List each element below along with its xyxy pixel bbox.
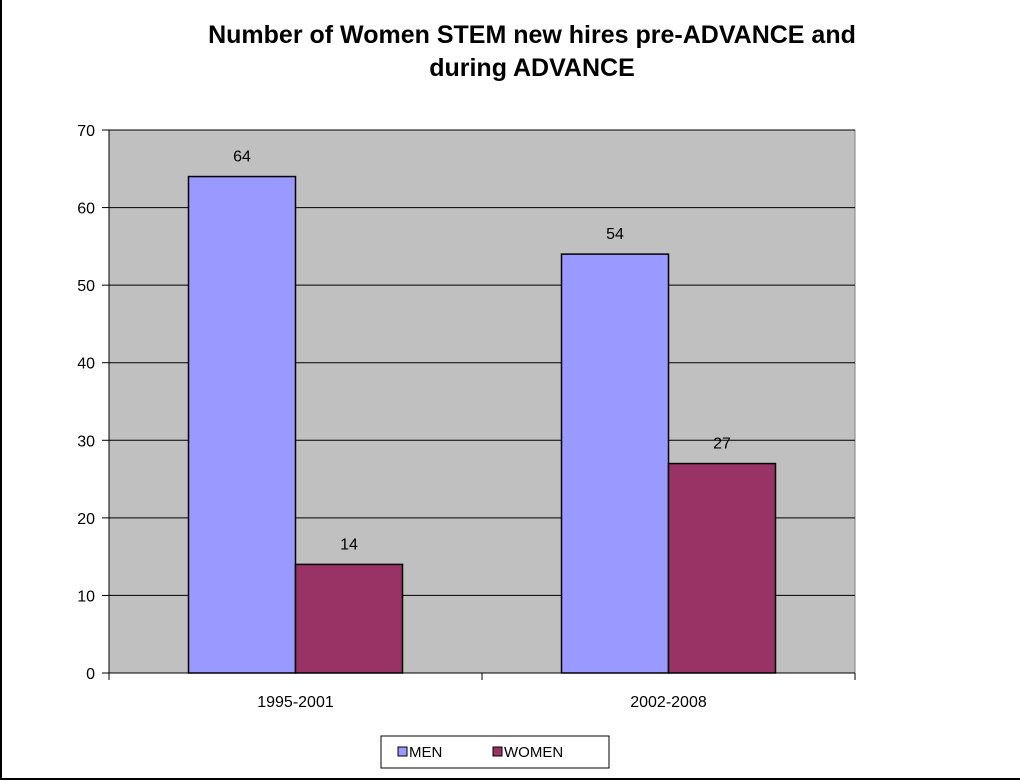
- x-tick-label: 1995-2001: [257, 694, 334, 711]
- legend-label-women: WOMEN: [504, 744, 563, 761]
- x-tick-label: 2002-2008: [630, 694, 707, 711]
- data-label: 64: [233, 149, 251, 166]
- plot-area: 0 10 20 30 40 50 60 70 64 14 1995-2001 54 27 2002-200…: [77, 123, 856, 711]
- legend-label-men: MEN: [409, 744, 442, 761]
- bar-men-2002-2008: [560, 253, 670, 674]
- bar-women-1995-2001: [294, 563, 404, 674]
- bar-women-2002-2008: [667, 462, 777, 674]
- legend-swatch-women: [492, 746, 503, 757]
- bar-men-1995-2001: [187, 175, 297, 674]
- y-tick-label: 20: [77, 511, 95, 528]
- legend: MEN WOMEN: [380, 735, 610, 769]
- y-tick-label: 30: [77, 433, 95, 450]
- chart-title-line-2: during ADVANCE: [429, 54, 635, 82]
- data-label: 54: [606, 226, 624, 243]
- y-tick-label: 0: [86, 666, 95, 683]
- data-label: 27: [713, 436, 731, 453]
- y-tick-label: 60: [77, 201, 95, 218]
- y-tick-label: 50: [77, 278, 95, 295]
- y-tick-label: 70: [77, 123, 95, 140]
- y-tick-label: 40: [77, 356, 95, 373]
- chart-title-line-1: Number of Women STEM new hires pre-ADVAN…: [208, 21, 856, 49]
- legend-swatch-men: [397, 746, 408, 757]
- y-tick-label: 10: [77, 588, 95, 605]
- data-label: 14: [340, 536, 358, 553]
